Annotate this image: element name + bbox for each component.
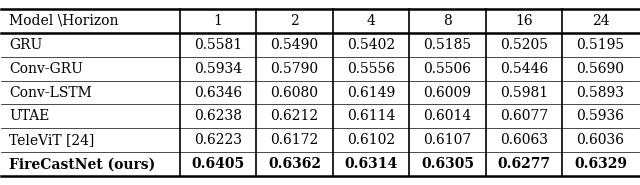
Text: 0.6362: 0.6362 bbox=[268, 157, 321, 171]
Text: 1: 1 bbox=[214, 14, 223, 28]
Text: 0.5446: 0.5446 bbox=[500, 62, 548, 75]
Text: 0.5934: 0.5934 bbox=[194, 62, 242, 75]
Text: Model \Horizon: Model \Horizon bbox=[9, 14, 118, 28]
Text: 0.6329: 0.6329 bbox=[574, 157, 627, 171]
Text: 0.6080: 0.6080 bbox=[271, 85, 319, 100]
Text: 0.6314: 0.6314 bbox=[344, 157, 397, 171]
Text: 0.6014: 0.6014 bbox=[423, 110, 472, 123]
Text: 0.6238: 0.6238 bbox=[194, 110, 242, 123]
Text: 0.6036: 0.6036 bbox=[577, 133, 625, 147]
Text: FireCastNet (ours): FireCastNet (ours) bbox=[9, 157, 156, 171]
Text: 4: 4 bbox=[367, 14, 376, 28]
Text: 0.5205: 0.5205 bbox=[500, 38, 548, 52]
Text: 0.6305: 0.6305 bbox=[421, 157, 474, 171]
Text: 24: 24 bbox=[591, 14, 609, 28]
Text: 0.5185: 0.5185 bbox=[424, 38, 472, 52]
Text: 2: 2 bbox=[290, 14, 299, 28]
Text: 0.5981: 0.5981 bbox=[500, 85, 548, 100]
Text: 8: 8 bbox=[443, 14, 452, 28]
Text: 0.6063: 0.6063 bbox=[500, 133, 548, 147]
Text: 0.5893: 0.5893 bbox=[577, 85, 625, 100]
Text: Conv-LSTM: Conv-LSTM bbox=[9, 85, 92, 100]
Text: 16: 16 bbox=[515, 14, 532, 28]
Text: Conv-GRU: Conv-GRU bbox=[9, 62, 83, 75]
Text: 0.5556: 0.5556 bbox=[347, 62, 395, 75]
Text: 0.5506: 0.5506 bbox=[424, 62, 472, 75]
Text: 0.5195: 0.5195 bbox=[576, 38, 625, 52]
Text: 0.5581: 0.5581 bbox=[194, 38, 242, 52]
Text: 0.5690: 0.5690 bbox=[577, 62, 625, 75]
Text: 0.6223: 0.6223 bbox=[194, 133, 242, 147]
Text: 0.6009: 0.6009 bbox=[424, 85, 472, 100]
Text: 0.5490: 0.5490 bbox=[271, 38, 319, 52]
Text: GRU: GRU bbox=[9, 38, 42, 52]
Text: 0.6149: 0.6149 bbox=[347, 85, 395, 100]
Text: 0.5402: 0.5402 bbox=[347, 38, 395, 52]
Text: 0.6077: 0.6077 bbox=[500, 110, 548, 123]
Text: 0.5790: 0.5790 bbox=[271, 62, 319, 75]
Text: 0.6277: 0.6277 bbox=[497, 157, 550, 171]
Text: 0.6212: 0.6212 bbox=[271, 110, 319, 123]
Text: 0.6405: 0.6405 bbox=[191, 157, 244, 171]
Text: 0.6107: 0.6107 bbox=[423, 133, 472, 147]
Text: UTAE: UTAE bbox=[9, 110, 49, 123]
Text: 0.6114: 0.6114 bbox=[347, 110, 395, 123]
Text: TeleViT [24]: TeleViT [24] bbox=[9, 133, 95, 147]
Text: 0.5936: 0.5936 bbox=[577, 110, 625, 123]
Text: 0.6102: 0.6102 bbox=[347, 133, 395, 147]
Text: 0.6172: 0.6172 bbox=[270, 133, 319, 147]
Text: 0.6346: 0.6346 bbox=[194, 85, 242, 100]
